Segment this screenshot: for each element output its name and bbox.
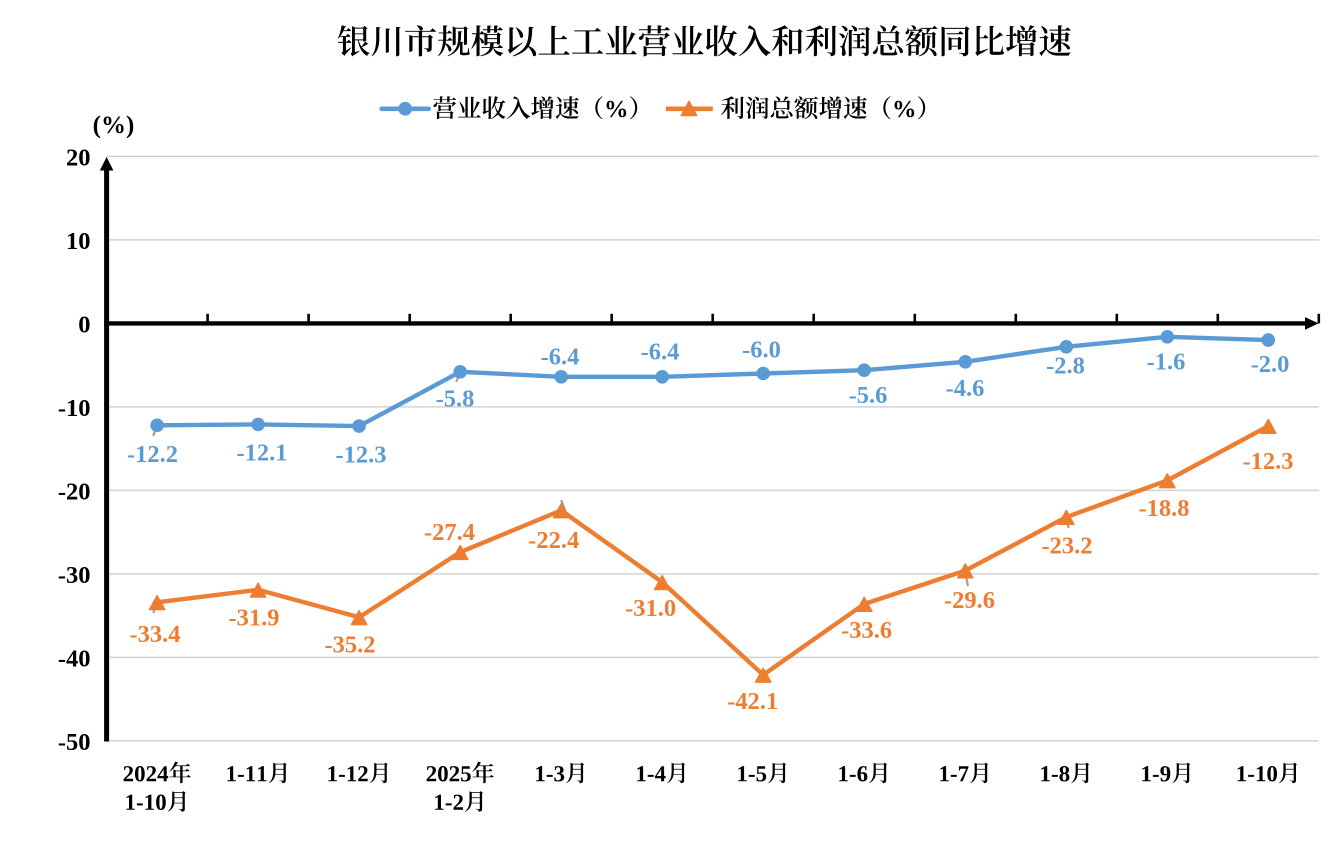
svg-text:-33.6: -33.6 bbox=[841, 617, 892, 644]
svg-text:-22.4: -22.4 bbox=[528, 527, 579, 554]
svg-text:-35.2: -35.2 bbox=[324, 631, 375, 658]
svg-text:-5.6: -5.6 bbox=[849, 382, 888, 409]
svg-text:-6.4: -6.4 bbox=[641, 339, 680, 366]
svg-text:-5.8: -5.8 bbox=[436, 386, 475, 413]
svg-text:-12.3: -12.3 bbox=[1242, 448, 1293, 475]
svg-text:-12.2: -12.2 bbox=[127, 441, 178, 468]
svg-text:-2.8: -2.8 bbox=[1046, 352, 1085, 379]
svg-text:-50: -50 bbox=[58, 729, 91, 756]
svg-text:-30: -30 bbox=[58, 562, 91, 589]
svg-text:10: 10 bbox=[66, 228, 91, 255]
svg-text:-42.1: -42.1 bbox=[727, 688, 778, 715]
svg-text:-2.0: -2.0 bbox=[1251, 351, 1290, 378]
svg-text:-31.9: -31.9 bbox=[228, 605, 279, 632]
svg-text:-6.4: -6.4 bbox=[541, 343, 580, 370]
svg-text:-12.3: -12.3 bbox=[335, 441, 386, 468]
svg-text:-12.1: -12.1 bbox=[236, 439, 287, 466]
svg-text:-23.2: -23.2 bbox=[1041, 532, 1092, 559]
svg-text:-4.6: -4.6 bbox=[946, 375, 985, 402]
svg-text:(%): (%) bbox=[93, 112, 135, 139]
svg-text:20: 20 bbox=[66, 145, 91, 172]
svg-text:-10: -10 bbox=[58, 395, 91, 422]
svg-text:-27.4: -27.4 bbox=[424, 519, 475, 546]
svg-text:-29.6: -29.6 bbox=[944, 587, 995, 614]
svg-text:-18.8: -18.8 bbox=[1138, 495, 1189, 522]
svg-text:-20: -20 bbox=[58, 479, 91, 506]
svg-text:-1.6: -1.6 bbox=[1147, 349, 1186, 376]
svg-text:-40: -40 bbox=[58, 646, 91, 673]
svg-text:-6.0: -6.0 bbox=[742, 336, 781, 363]
svg-text:-31.0: -31.0 bbox=[625, 595, 676, 622]
svg-text:-33.4: -33.4 bbox=[129, 621, 180, 648]
svg-text:0: 0 bbox=[78, 312, 90, 339]
